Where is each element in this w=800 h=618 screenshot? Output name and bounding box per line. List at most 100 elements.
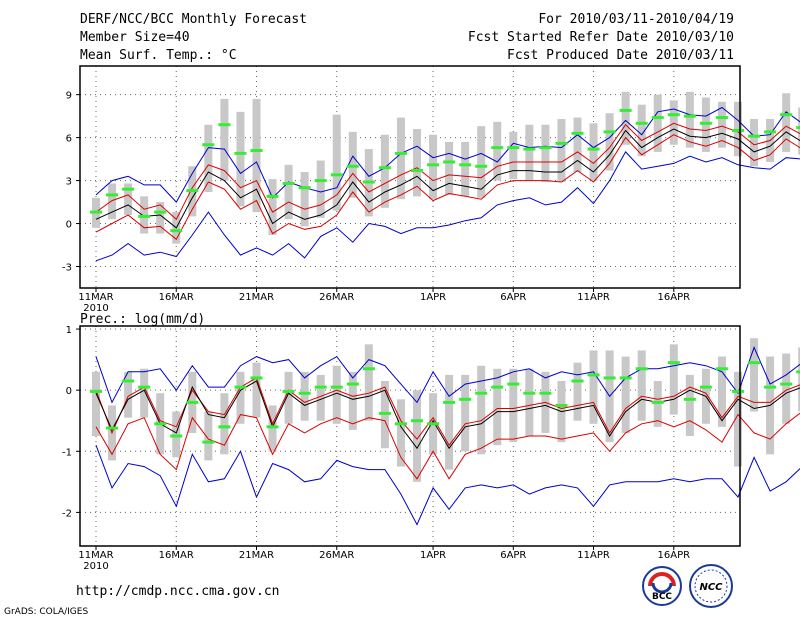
ensemble-box bbox=[445, 374, 454, 470]
ensemble-box bbox=[669, 344, 678, 415]
lower-spread-line bbox=[95, 134, 800, 241]
x-tick-label: 1APR bbox=[420, 292, 446, 303]
panel-frame bbox=[79, 65, 741, 289]
variable-label-temperature: Mean Surf. Temp.: °C bbox=[80, 48, 237, 63]
ensemble-box bbox=[204, 124, 213, 193]
member-size: Member Size=40 bbox=[80, 30, 190, 45]
ensemble-box bbox=[413, 390, 421, 482]
x-tick-label: 16APR bbox=[658, 550, 691, 561]
grads-credit: GrADS: COLA/IGES bbox=[4, 607, 88, 617]
x-tick-label: 21MAR bbox=[239, 292, 274, 303]
ensemble-box bbox=[589, 123, 598, 181]
bcc-logo: BCC bbox=[642, 566, 682, 606]
ensemble-box bbox=[685, 91, 694, 148]
y-tick-label: 6 bbox=[66, 134, 72, 145]
ensemble-box bbox=[573, 362, 582, 421]
ensemble-box bbox=[300, 171, 309, 227]
precipitation-panel: -2 -1 0 1 11MAR 16MAR 21MAR 26MAR 1APR 6APR 11APR 1… bbox=[62, 325, 800, 572]
ensemble-box bbox=[124, 371, 133, 418]
ensemble-box bbox=[782, 353, 791, 424]
ensemble-box bbox=[573, 117, 582, 172]
ncc-logo-text: NCC bbox=[699, 582, 723, 593]
ensemble-box bbox=[653, 94, 662, 152]
x-tick-label: 11APR bbox=[577, 550, 610, 561]
ensemble-box bbox=[685, 374, 694, 436]
ensemble-box bbox=[396, 399, 405, 467]
ensemble-box bbox=[493, 368, 502, 446]
ensemble-box bbox=[717, 356, 726, 427]
ensemble-box bbox=[204, 411, 213, 461]
y-tick-label: -3 bbox=[62, 263, 72, 274]
ensemble-box bbox=[734, 371, 742, 467]
fcst-produced-date: Fcst Produced Date 2010/03/11 bbox=[507, 48, 734, 63]
ensemble-box bbox=[172, 411, 181, 458]
ensemble-box bbox=[348, 371, 357, 430]
y-tick-label: 9 bbox=[66, 91, 72, 102]
y-tick-label: 0 bbox=[66, 386, 72, 397]
ensemble-box bbox=[316, 160, 325, 218]
figure-title: DERF/NCC/BCC Monthly Forecast bbox=[80, 12, 307, 27]
ensemble-box bbox=[332, 114, 341, 211]
ensemble-box bbox=[300, 371, 309, 421]
x-tick-label: 26MAR bbox=[319, 550, 354, 561]
ensemble-mean-line bbox=[95, 128, 800, 229]
ensemble-box bbox=[750, 118, 759, 167]
x-tick-label: 6APR bbox=[500, 550, 526, 561]
ensemble-box bbox=[332, 365, 341, 424]
ensemble-box bbox=[108, 183, 117, 220]
ncc-logo: NCC bbox=[689, 564, 733, 608]
ensemble-box bbox=[220, 98, 229, 181]
ensemble-box bbox=[461, 141, 470, 197]
ensemble-box bbox=[798, 107, 800, 155]
x-tick-label: 11MAR bbox=[78, 550, 113, 561]
ensemble-box bbox=[380, 134, 389, 208]
footer-url[interactable]: http://cmdp.ncc.cma.gov.cn bbox=[76, 584, 280, 599]
y-tick-label: 0 bbox=[66, 220, 72, 231]
ensemble-box bbox=[220, 393, 229, 455]
ensemble-box bbox=[284, 164, 293, 220]
x-year-label: 2010 bbox=[83, 303, 108, 314]
ensemble-box bbox=[653, 381, 662, 427]
x-year-label: 2010 bbox=[83, 561, 108, 572]
min-line bbox=[95, 445, 800, 526]
ensemble-box bbox=[621, 356, 630, 433]
ensemble-box bbox=[717, 101, 726, 148]
x-tick-label: 1APR bbox=[420, 550, 446, 561]
ensemble-box bbox=[252, 362, 261, 418]
ensemble-box bbox=[268, 405, 277, 452]
ensemble-box bbox=[541, 124, 550, 183]
y-tick-label: 1 bbox=[66, 325, 72, 336]
max-line bbox=[95, 106, 800, 203]
ensemble-mean-line bbox=[95, 380, 800, 450]
ensemble-box bbox=[509, 368, 518, 443]
x-tick-label: 26MAR bbox=[319, 292, 354, 303]
ensemble-box bbox=[637, 104, 646, 157]
ensemble-box bbox=[525, 124, 534, 181]
ensemble-box bbox=[621, 91, 630, 145]
ensemble-box bbox=[493, 121, 502, 181]
ensemble-box bbox=[461, 374, 470, 452]
ensemble-box bbox=[92, 371, 100, 436]
min-line bbox=[95, 151, 800, 262]
temperature-panel: -3 0 3 6 9 11MAR 16MAR 21MAR 26MAR 1APR 6APR 11APR 1… bbox=[62, 65, 800, 314]
ensemble-box bbox=[316, 374, 325, 421]
ensemble-box bbox=[284, 371, 293, 424]
x-tick-label: 21MAR bbox=[239, 550, 274, 561]
ensemble-box bbox=[477, 126, 486, 198]
bcc-logo-text: BCC bbox=[652, 592, 672, 602]
ensemble-box bbox=[557, 118, 566, 183]
ensemble-box bbox=[477, 365, 486, 455]
ensemble-box bbox=[236, 371, 245, 424]
ensemble-box bbox=[396, 117, 405, 200]
x-tick-label: 11APR bbox=[577, 292, 610, 303]
ensemble-box bbox=[750, 338, 759, 412]
fcst-started-date: Fcst Started Refer Date 2010/03/10 bbox=[468, 30, 734, 45]
upper-spread-line bbox=[95, 377, 800, 447]
ensemble-box bbox=[509, 131, 518, 180]
forecast-period: For 2010/03/11-2010/04/19 bbox=[538, 12, 734, 27]
ensemble-box bbox=[669, 100, 678, 145]
ensemble-box bbox=[429, 134, 438, 200]
ensemble-box bbox=[589, 350, 598, 424]
x-tick-label: 16MAR bbox=[159, 550, 194, 561]
